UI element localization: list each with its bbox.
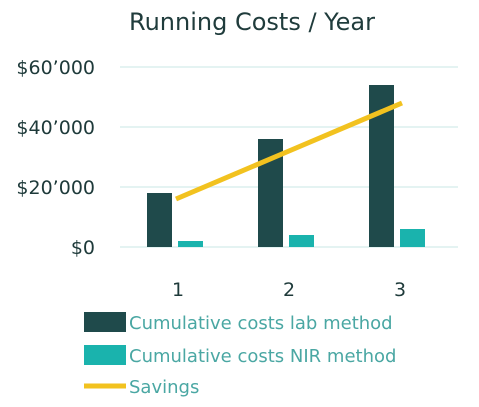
legend-swatch-lab: [84, 312, 126, 332]
savings-line: [175, 100, 403, 202]
bar-nir-2: [289, 235, 314, 247]
legend-label: Savings: [129, 377, 199, 398]
y-tick-label: $20’000: [16, 177, 95, 199]
x-tick-label: 3: [394, 279, 406, 301]
bar-nir-3: [400, 229, 425, 247]
y-tick-label: $60’000: [16, 57, 95, 79]
y-tick-label: $40’000: [16, 117, 95, 139]
legend-label: Cumulative costs lab method: [129, 313, 393, 334]
x-tick-label: 2: [283, 279, 295, 301]
legend-swatch-nir: [84, 345, 126, 365]
bar-lab-1: [147, 193, 172, 247]
legend-label: Cumulative costs NIR method: [129, 346, 396, 367]
x-tick-label: 1: [172, 279, 184, 301]
bar-nir-1: [178, 241, 203, 247]
y-tick-label: $0: [71, 237, 95, 259]
chart-title: Running Costs / Year: [129, 8, 375, 36]
